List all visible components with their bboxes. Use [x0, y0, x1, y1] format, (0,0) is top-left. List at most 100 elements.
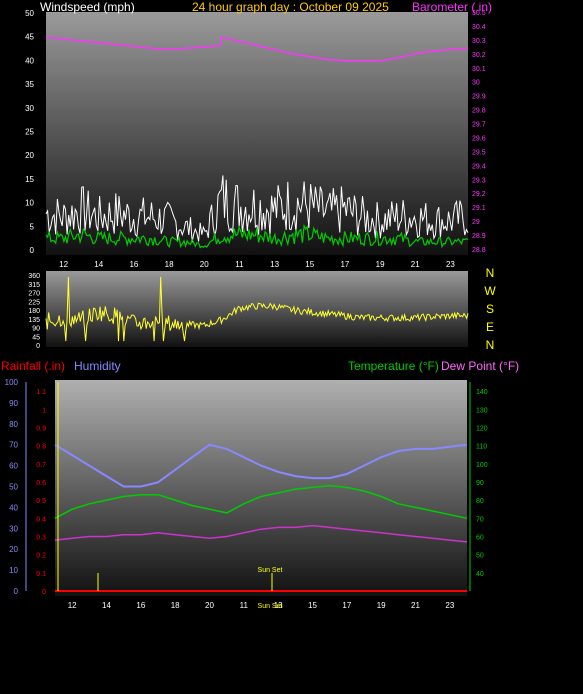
windspeed-tick-label: 40 [25, 56, 34, 65]
rainfall-axis-title: Rainfall (.in) [1, 359, 65, 373]
windspeed-tick-label: 25 [25, 128, 34, 137]
barometer-tick-label: 29.2 [472, 191, 486, 198]
barometer-tick-label: 30 [472, 80, 480, 87]
temperature-tick-label: 120 [476, 425, 488, 432]
barometer-axis-title: Barometer (.in) [412, 0, 492, 14]
rainfall-tick-label: 0.9 [36, 425, 46, 432]
windspeed-tick-label: 0 [30, 246, 35, 255]
time-tick-label: 14 [94, 260, 103, 269]
barometer-tick-label: 29.5 [472, 149, 486, 156]
direction-tick-label: 270 [28, 291, 40, 298]
time-tick-label: 11 [235, 260, 244, 269]
direction-tick-label: 0 [36, 343, 40, 350]
time-tick-label: 16 [129, 260, 138, 269]
temperature-tick-label: 60 [476, 534, 484, 541]
time-tick-label: 18 [165, 260, 174, 269]
time-tick-label: 21 [411, 601, 420, 610]
rainfall-tick-label: 0 [42, 589, 46, 596]
barometer-tick-label: 28.8 [472, 247, 486, 254]
chart-marks: 0510152025303540455028.828.92929.129.229… [5, 9, 497, 610]
windspeed-tick-label: 5 [30, 222, 35, 231]
rainfall-tick-label: 0.4 [36, 516, 46, 523]
temperature-tick-label: 110 [476, 444, 487, 451]
windspeed-tick-label: 45 [25, 33, 34, 42]
humidity-tick-label: 90 [9, 399, 18, 408]
barometer-tick-label: 29.7 [472, 122, 486, 129]
time-tick-label: 17 [342, 601, 351, 610]
windspeed-tick-label: 20 [25, 151, 34, 160]
temperature-tick-label: 70 [476, 516, 484, 523]
barometer-tick-label: 29 [472, 219, 480, 226]
humidity-tick-label: 70 [9, 441, 18, 450]
windspeed-tick-label: 50 [25, 9, 34, 18]
humidity-tick-label: 10 [9, 566, 18, 575]
rainfall-tick-label: 0.2 [36, 553, 46, 560]
compass-label: N [486, 266, 495, 280]
wind-speed-line [45, 223, 469, 249]
sunset-axis-label: Sun Set [258, 603, 283, 610]
rainfall-tick-label: 0.8 [36, 444, 46, 451]
time-tick-label: 20 [200, 260, 209, 269]
time-tick-label: 23 [445, 601, 454, 610]
humidity-tick-label: 20 [9, 545, 18, 554]
time-tick-label: 19 [376, 260, 385, 269]
humidity-line [54, 443, 468, 488]
time-tick-label: 17 [340, 260, 349, 269]
time-tick-label: 18 [171, 601, 180, 610]
time-tick-label: 16 [136, 601, 145, 610]
barometer-tick-label: 30.4 [472, 24, 486, 31]
time-tick-label: 20 [205, 601, 214, 610]
temperature-tick-label: 80 [476, 498, 484, 505]
direction-tick-label: 225 [28, 299, 40, 306]
barometer-tick-label: 29.3 [472, 177, 486, 184]
windspeed-tick-label: 30 [25, 104, 34, 113]
temperature-tick-label: 130 [476, 407, 488, 414]
barometer-tick-label: 29.4 [472, 163, 486, 170]
direction-tick-label: 135 [28, 317, 40, 324]
rainfall-tick-label: 0.1 [36, 571, 46, 578]
rainfall-tick-label: 1 [42, 407, 46, 414]
barometer-tick-label: 30.1 [472, 66, 486, 73]
humidity-tick-label: 80 [9, 420, 18, 429]
time-tick-label: 13 [270, 260, 279, 269]
humidity-tick-label: 60 [9, 462, 18, 471]
compass-label: E [486, 320, 494, 334]
direction-tick-label: 360 [28, 273, 40, 280]
barometer-line [45, 36, 469, 62]
rainfall-tick-label: 0.7 [36, 462, 46, 469]
barometer-tick-label: 30.5 [472, 10, 486, 17]
windspeed-axis-title: Windspeed (mph) [40, 0, 135, 14]
humidity-tick-label: 30 [9, 524, 18, 533]
time-tick-label: 15 [305, 260, 314, 269]
temperature-tick-label: 50 [476, 553, 484, 560]
humidity-tick-label: 40 [9, 503, 18, 512]
compass-label: S [486, 302, 494, 316]
dewpoint-line [54, 524, 468, 543]
barometer-tick-label: 29.1 [472, 205, 486, 212]
humidity-tick-label: 100 [5, 378, 19, 387]
direction-tick-label: 45 [32, 334, 40, 341]
time-tick-label: 19 [377, 601, 386, 610]
rainfall-tick-label: 1.1 [36, 389, 46, 396]
temperature-line [54, 484, 468, 520]
temperature-tick-label: 90 [476, 480, 484, 487]
temperature-tick-label: 100 [476, 462, 488, 469]
windspeed-tick-label: 10 [25, 199, 34, 208]
direction-tick-label: 315 [28, 282, 40, 289]
wind-direction-line [45, 276, 469, 342]
time-tick-label: 15 [308, 601, 317, 610]
sunset-label: Sun Set [258, 567, 283, 574]
rainfall-tick-label: 0.6 [36, 480, 46, 487]
humidity-tick-label: 50 [9, 483, 18, 492]
temperature-tick-label: 40 [476, 571, 484, 578]
rainfall-tick-label: 0.5 [36, 498, 46, 505]
barometer-tick-label: 29.8 [472, 108, 486, 115]
time-tick-label: 21 [411, 260, 420, 269]
dewpoint-axis-title: Dew Point (°F) [441, 359, 519, 373]
humidity-axis-title: Humidity [74, 359, 121, 373]
temperature-tick-label: 140 [476, 389, 488, 396]
windspeed-tick-label: 35 [25, 80, 34, 89]
barometer-tick-label: 30.3 [472, 38, 486, 45]
humidity-tick-label: 0 [14, 587, 19, 596]
